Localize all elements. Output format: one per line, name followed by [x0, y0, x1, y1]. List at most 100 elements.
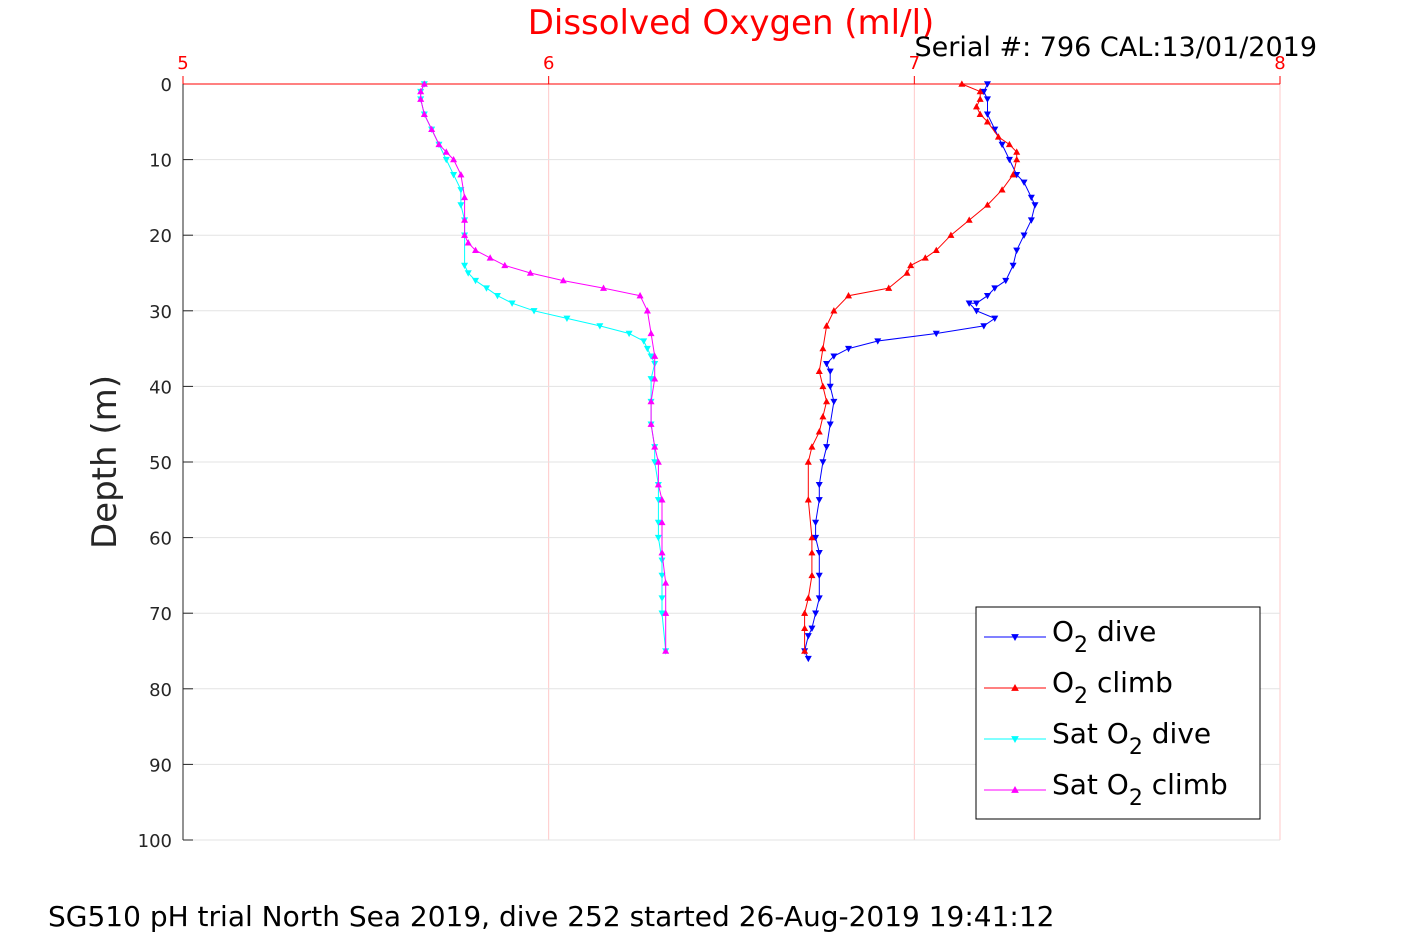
data-point: [819, 382, 827, 390]
data-point: [804, 633, 812, 640]
legend-label: O2 climb: [1052, 666, 1173, 709]
data-point: [461, 231, 469, 238]
data-point: [658, 549, 666, 556]
data-point: [493, 292, 501, 300]
data-point: [461, 216, 469, 223]
data-point: [417, 95, 425, 102]
data-point: [1020, 232, 1028, 239]
data-point: [654, 534, 662, 542]
data-point: [1013, 247, 1021, 254]
data-point: [625, 330, 633, 338]
data-point: [991, 315, 999, 322]
data-point: [1020, 179, 1028, 186]
data-point: [808, 571, 816, 579]
data-point: [464, 270, 472, 277]
data-point: [486, 254, 494, 261]
data-point: [972, 103, 981, 110]
data-point: [808, 625, 816, 632]
data-point: [658, 496, 666, 503]
data-point: [823, 361, 831, 368]
series-1: [801, 80, 1021, 654]
series-line: [804, 83, 1036, 659]
data-point: [662, 609, 670, 616]
data-point: [903, 269, 911, 276]
data-point: [976, 87, 984, 95]
x-tick-label: 5: [177, 53, 188, 74]
data-point: [450, 172, 458, 179]
grid: [182, 83, 1281, 841]
data-point: [976, 95, 984, 102]
data-point: [654, 481, 662, 488]
legend: O2 dive O2 climb Sat O2 dive Sat O2 climb: [975, 606, 1261, 820]
serial-calibration-label: Serial #: 796 CAL:13/01/2019: [915, 32, 1317, 63]
data-point: [845, 345, 853, 353]
legend-label: O2 dive: [1052, 615, 1156, 658]
data-point: [526, 269, 534, 276]
data-point: [812, 610, 820, 617]
data-point: [435, 140, 443, 148]
data-point: [461, 193, 469, 201]
data-point: [600, 284, 608, 291]
data-point: [932, 330, 940, 338]
x-tick-label: 7: [909, 53, 920, 74]
data-point: [442, 148, 450, 155]
data-point: [457, 202, 465, 209]
data-point: [464, 239, 472, 246]
data-point: [965, 300, 973, 307]
data-point: [874, 338, 882, 345]
data-point: [658, 595, 666, 602]
data-point: [662, 579, 670, 586]
data-point: [651, 352, 659, 359]
legend-label: Sat O2 climb: [1052, 768, 1228, 811]
data-point: [596, 323, 604, 330]
data-point: [658, 557, 666, 564]
data-point: [501, 261, 509, 269]
series-0: [801, 81, 1039, 663]
legend-marker: [1011, 634, 1019, 642]
legend-marker: [1011, 736, 1019, 744]
data-point: [947, 231, 955, 238]
data-point: [823, 444, 831, 451]
y-tick-label: 80: [149, 680, 172, 701]
data-point: [983, 81, 991, 88]
data-point: [662, 647, 670, 654]
data-point: [804, 594, 812, 601]
data-point: [647, 420, 655, 427]
data-point: [654, 458, 662, 465]
data-point: [845, 292, 853, 299]
data-point: [830, 307, 838, 314]
data-point: [815, 428, 823, 435]
data-point: [815, 497, 823, 504]
legend-marker: [1011, 785, 1019, 793]
data-point: [994, 133, 1002, 140]
data-point: [530, 308, 538, 315]
legend-marker: [1011, 683, 1019, 691]
data-point: [808, 533, 816, 541]
legend-box: [975, 606, 1261, 820]
data-point: [823, 322, 831, 329]
data-point: [457, 187, 465, 194]
y-tick-label: 90: [149, 755, 172, 776]
data-point: [991, 285, 999, 292]
data-point: [428, 125, 436, 133]
legend-entry: O2 dive: [984, 615, 1156, 658]
y-tick-label: 60: [149, 529, 172, 550]
data-point: [804, 458, 812, 465]
data-point: [559, 276, 567, 284]
data-point: [819, 344, 827, 352]
x-tick-label: 6: [543, 53, 554, 74]
y-tick-label: 20: [149, 226, 172, 247]
y-tick-label: 0: [161, 75, 172, 96]
data-point: [983, 111, 991, 118]
data-point: [980, 323, 988, 330]
data-point: [808, 549, 816, 556]
data-point: [804, 496, 812, 503]
data-point: [819, 459, 827, 466]
series: [417, 80, 1039, 663]
data-point: [972, 308, 981, 315]
data-point: [801, 609, 809, 616]
data-point: [651, 375, 659, 382]
data-point: [830, 398, 838, 406]
data-point: [998, 141, 1006, 149]
